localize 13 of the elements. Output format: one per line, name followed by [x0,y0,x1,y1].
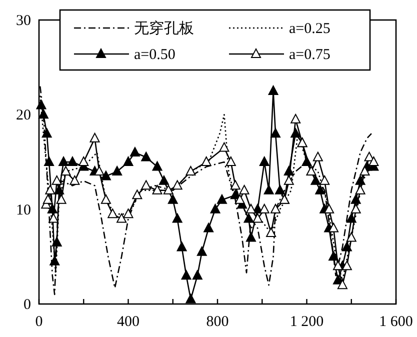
legend-label: 无穿孔板 [134,20,194,37]
legend-label: a=0.50 [134,47,176,63]
x-tick-label: 1 200 [290,314,324,330]
x-tick-label: 0 [35,314,43,330]
x-tick-label: 800 [206,314,229,330]
legend-label: a=0.75 [289,47,330,63]
y-tick-label: 0 [24,297,31,313]
x-tick-label: 400 [117,314,140,330]
y-tick-label: 20 [16,108,31,124]
y-tick-label: 10 [16,202,31,218]
y-tick-label: 30 [16,13,31,29]
x-tick-label: 1 600 [379,314,413,330]
legend-label: a=0.25 [289,21,330,37]
